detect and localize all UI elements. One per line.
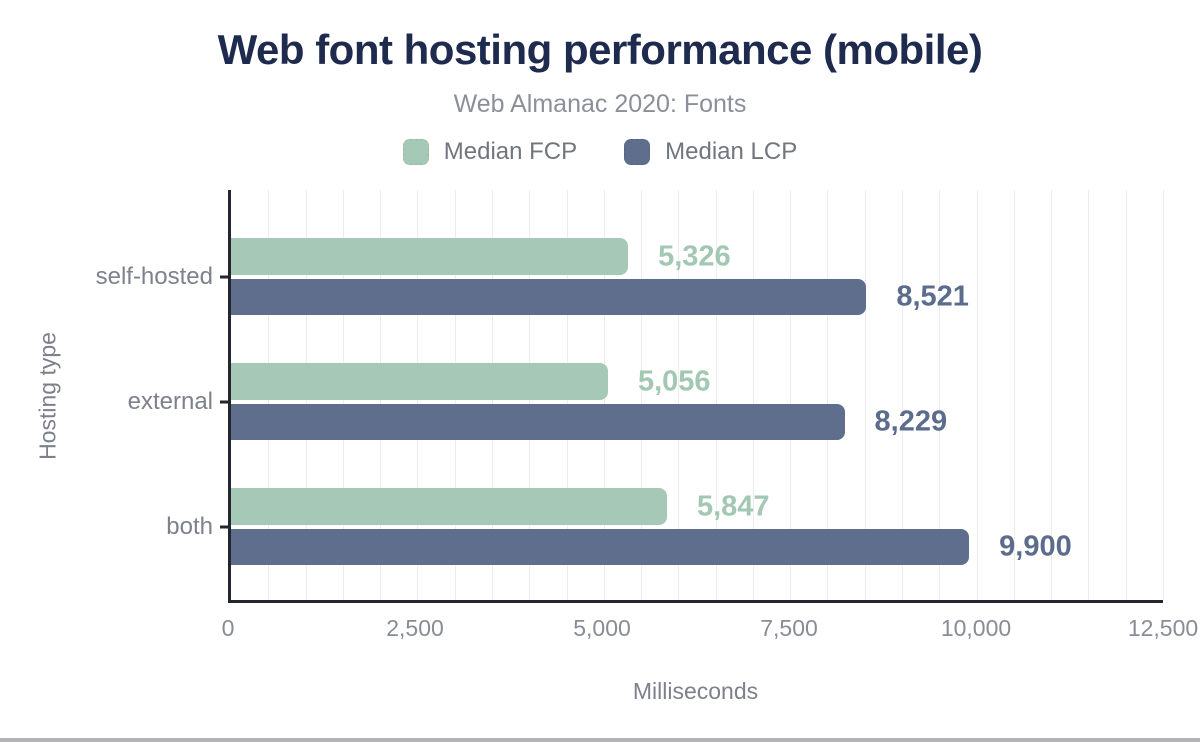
gridline — [864, 190, 866, 600]
bar-value-label: 5,847 — [696, 490, 770, 522]
legend-swatch-icon — [624, 139, 651, 165]
x-tick-label: 2,500 — [386, 615, 444, 641]
gridline — [790, 190, 792, 600]
bar-value-label: 8,521 — [896, 280, 969, 313]
gridline — [1088, 190, 1090, 600]
plot-area: 5,326 8,521 5,056 8,229 5,847 9,900 — [228, 190, 1164, 603]
chart-subtitle: Web Almanac 2020: Fonts — [453, 90, 747, 118]
y-axis-tick — [220, 275, 228, 278]
gridline — [1125, 190, 1127, 600]
gridline — [902, 190, 904, 600]
bar-fcp-both — [231, 488, 667, 525]
gridline — [939, 190, 941, 600]
x-tick-label: 10,000 — [940, 615, 1012, 641]
x-tick-label: 12,500 — [1127, 615, 1199, 641]
gridline — [715, 190, 717, 600]
x-axis-title: Milliseconds — [632, 678, 759, 704]
bar-value-label: 5,326 — [658, 240, 731, 272]
gridline — [827, 190, 829, 600]
x-tick-label: 7,500 — [760, 615, 818, 641]
legend: Median FCP Median LCP — [0, 138, 1200, 166]
x-tick-label: 5,000 — [573, 615, 631, 641]
window-bottom-edge — [0, 738, 1200, 742]
bar-value-label: 9,900 — [999, 530, 1072, 563]
legend-label: Median LCP — [665, 138, 798, 165]
gridline — [641, 190, 643, 600]
bar-lcp-self-hosted — [231, 279, 867, 315]
category-label-external: external — [127, 387, 213, 415]
legend-item: Median FCP — [402, 138, 578, 166]
y-axis-title: Hosting type — [34, 332, 61, 460]
y-axis-tick — [220, 525, 228, 528]
bar-lcp-external — [231, 404, 845, 440]
legend-swatch-icon — [402, 139, 429, 165]
bar-value-label: 8,229 — [874, 405, 948, 438]
y-axis-tick — [220, 400, 228, 403]
bar-fcp-external — [231, 363, 608, 400]
gridline — [1013, 190, 1015, 600]
gridline — [752, 190, 754, 600]
category-label-self-hosted: self-hosted — [95, 262, 213, 290]
bar-value-label: 5,056 — [637, 365, 711, 397]
bar-lcp-both — [231, 529, 970, 565]
gridline — [1163, 190, 1164, 600]
x-tick-label: 0 — [221, 615, 235, 641]
category-label-both: both — [166, 512, 213, 540]
gridline — [976, 190, 978, 600]
gridline — [678, 190, 680, 600]
legend-label: Median FCP — [443, 138, 578, 165]
gridline — [1051, 190, 1053, 600]
bar-fcp-self-hosted — [231, 238, 629, 275]
chart-title: Web font hosting performance (mobile) — [217, 26, 983, 73]
legend-item: Median LCP — [624, 138, 797, 166]
